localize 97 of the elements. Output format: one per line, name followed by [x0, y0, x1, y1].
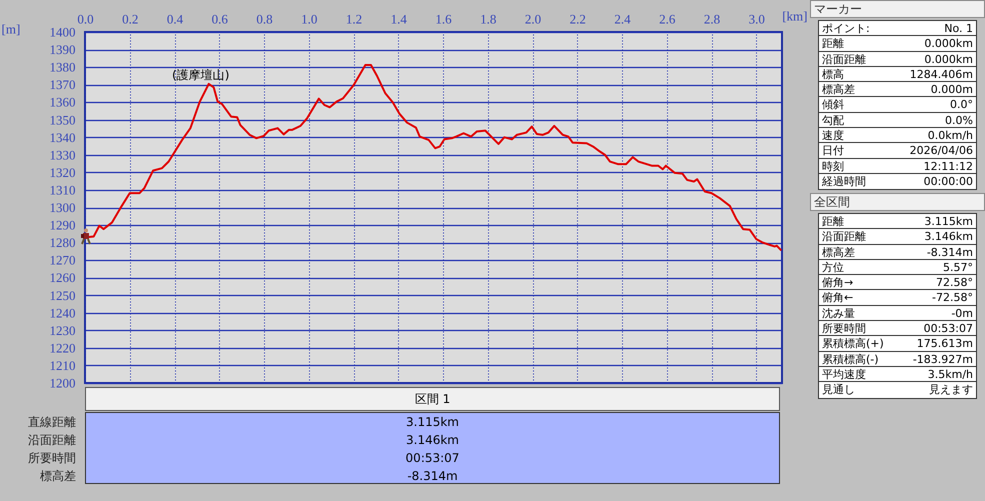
text: 3.146km: [405, 432, 460, 449]
text: 0.0km/h: [928, 128, 973, 142]
x-tick-label: 2.6: [659, 12, 676, 26]
text: 累積標高(-): [822, 352, 879, 366]
y-tick-label: 1300: [50, 200, 76, 215]
text: 3.115km: [405, 414, 460, 431]
x-tick-label: 1.4: [390, 12, 408, 26]
x-tick-label: 3.0: [748, 12, 765, 26]
x-tick-label: 2.0: [524, 12, 542, 26]
text: 0.0%: [945, 112, 973, 128]
x-tick-label: 0.0: [77, 12, 94, 26]
y-tick-label: 1280: [50, 235, 76, 250]
text: 見えます: [929, 382, 973, 398]
text: 標高差: [39, 468, 76, 485]
text: 距離: [822, 214, 844, 228]
x-tick-label: 0.4: [166, 12, 184, 26]
y-tick-label: 1250: [50, 288, 76, 303]
y-tick-label: 1340: [50, 130, 76, 145]
text: 俯角←: [822, 290, 854, 305]
y-tick-label: 1290: [50, 218, 76, 233]
text: 標高: [822, 66, 844, 82]
text: -72.58°: [932, 290, 973, 305]
text: 沈み量: [822, 306, 855, 320]
text: -183.927m: [912, 352, 973, 366]
text: 00:53:07: [924, 321, 973, 336]
text: 3.146km: [924, 229, 973, 244]
text: 3.115km: [924, 214, 973, 228]
y-tick-label: 1320: [50, 164, 76, 180]
y-tick-label: 1260: [50, 270, 76, 286]
text: 00:53:07: [404, 450, 460, 467]
x-tick-label: 2.4: [614, 12, 632, 26]
text: 時刻: [822, 158, 844, 173]
x-tick-label: 2.8: [704, 12, 720, 26]
x-tick-label: 2.2: [570, 12, 586, 26]
text: 0.000km: [924, 36, 973, 51]
x-tick-label: 1.2: [346, 12, 362, 26]
y-tick-label: 1270: [50, 252, 76, 268]
y-tick-label: 1330: [50, 147, 76, 162]
text: -0m: [951, 306, 973, 320]
text: 72.58°: [936, 275, 973, 290]
text: 見通し: [822, 382, 855, 398]
y-tick-label: 1210: [50, 358, 76, 373]
text: 0.000km: [924, 52, 973, 66]
text: 経過時間: [822, 174, 866, 190]
text: 0.0°: [950, 97, 973, 112]
text: 距離: [822, 36, 844, 51]
y-tick-label: 1370: [50, 77, 76, 92]
x-tick-label: 0.6: [212, 12, 228, 26]
text: 00:00:00: [924, 174, 973, 190]
y-tick-label: 1310: [50, 182, 76, 198]
y-tick-label: 1390: [50, 42, 76, 58]
x-tick-label: 1.8: [480, 12, 496, 26]
text: 標高差: [822, 82, 855, 96]
text: 平均速度: [822, 366, 866, 382]
text: 日付: [822, 143, 844, 158]
y-tick-label: 1360: [50, 94, 76, 110]
y-tick-label: 1200: [50, 376, 76, 390]
text: 沿面距離: [27, 432, 76, 449]
y-axis-title: [m]: [2, 22, 20, 36]
text: 沿面距離: [822, 229, 866, 244]
text: 直線距離: [27, 414, 76, 431]
text: ポイント:: [822, 21, 870, 36]
x-tick-label: 1.0: [301, 12, 318, 26]
text: 所要時間: [27, 450, 76, 467]
x-axis-title: [km]: [782, 8, 808, 24]
text: マーカー: [810, 0, 985, 18]
text: 0.000m: [930, 82, 973, 96]
text: 速度: [822, 128, 844, 142]
text: No. 1: [944, 21, 973, 36]
y-tick-label: 1240: [50, 305, 76, 320]
y-tick-label: 1230: [50, 322, 76, 338]
y-tick-label: 1400: [50, 24, 76, 40]
text: 方位: [822, 260, 844, 274]
text: 5.57°: [943, 260, 973, 274]
text: 傾斜: [822, 97, 844, 112]
text: 2026/04/06: [910, 143, 973, 158]
text: 所要時間: [822, 321, 866, 336]
y-tick-label: 1220: [50, 340, 76, 356]
y-tick-label: 1380: [50, 60, 76, 75]
text: 175.613m: [916, 336, 973, 351]
text: 1284.406m: [910, 66, 973, 82]
text: 累積標高(+): [822, 336, 884, 351]
text: 全区間: [810, 193, 985, 211]
text: 区間 1: [85, 387, 780, 411]
x-tick-label: 1.6: [435, 12, 452, 26]
text: 沿面距離: [822, 52, 866, 66]
text: -8.314m: [926, 244, 973, 259]
y-tick-label: 1350: [50, 112, 76, 128]
text: 俯角→: [822, 275, 854, 290]
x-tick-label: 0.8: [256, 12, 273, 26]
x-tick-label: 0.2: [122, 12, 138, 26]
text: -8.314m: [406, 468, 459, 485]
text: 12:11:12: [924, 158, 973, 173]
text: 標高差: [822, 244, 855, 259]
text: 勾配: [822, 112, 844, 128]
annotation: (護摩壇山): [172, 68, 230, 82]
text: 3.5km/h: [928, 366, 973, 382]
